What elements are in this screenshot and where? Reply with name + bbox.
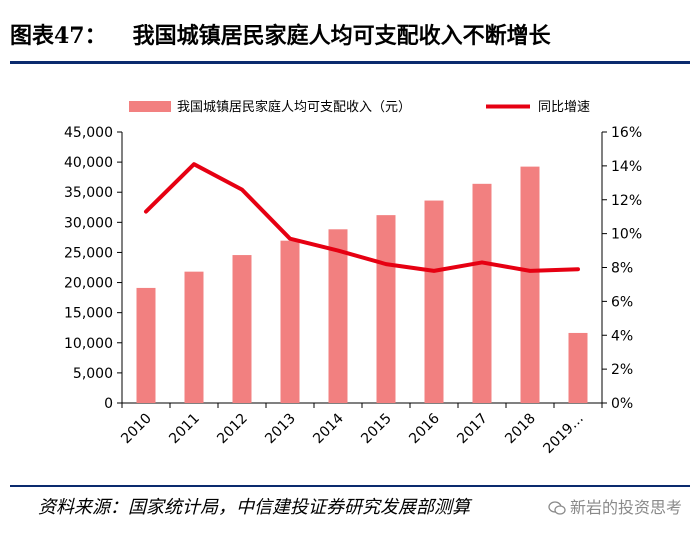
- x-tick-label: 2017: [454, 411, 491, 448]
- y-right-tick-label: 12%: [611, 193, 642, 209]
- legend-bar-swatch: [129, 101, 171, 112]
- bar-2010: [136, 287, 156, 403]
- bar-2016: [424, 200, 444, 403]
- x-tick-label: 2015: [358, 411, 395, 448]
- x-tick-label: 2018: [502, 411, 539, 448]
- y-left-tick-label: 45,000: [64, 125, 113, 141]
- chart: 我国城镇居民家庭人均可支配收入（元） 同比增速 0 5,000 10,000 15,0…: [64, 99, 642, 457]
- y-left-tick-label: 35,000: [64, 185, 113, 201]
- watermark-text: 新岩的投资思考: [570, 498, 683, 517]
- bar-2018: [520, 166, 540, 403]
- y-left-tick-label: 25,000: [64, 245, 113, 261]
- bars: [136, 166, 588, 403]
- y-left-tick-label: 15,000: [64, 306, 113, 322]
- y-left-tick-label: 20,000: [64, 276, 113, 292]
- y-left-tick-label: 30,000: [64, 215, 113, 231]
- title-rule: [10, 61, 690, 64]
- x-tick-label: 2011: [166, 411, 203, 448]
- x-tick-label: 2016: [406, 410, 443, 447]
- growth-line: [144, 162, 580, 273]
- x-tick-label: 2014: [310, 410, 347, 447]
- y-right-tick-label: 4%: [611, 328, 633, 344]
- figure-title-text: 我国城镇居民家庭人均可支配收入不断增长: [132, 23, 551, 49]
- y-left-tick-label: 0: [104, 396, 113, 412]
- watermark: 新岩的投资思考: [548, 497, 682, 519]
- y-left-tick-label: 5,000: [73, 366, 113, 382]
- figure-number: 图表47：: [10, 23, 107, 49]
- source-note: 资料来源：国家统计局，中信建投证券研究发展部测算: [38, 497, 470, 518]
- y-right-tick-label: 8%: [611, 261, 633, 277]
- y-right-tick-label: 2%: [611, 362, 633, 378]
- bar-2013: [280, 240, 300, 403]
- y-right-tick-label: 16%: [611, 125, 642, 141]
- x-tick-label: 2010: [118, 411, 155, 448]
- bar-2019: [568, 332, 588, 403]
- y-left-tick-label: 10,000: [64, 336, 113, 352]
- y-right-tick-label: 6%: [611, 294, 633, 310]
- x-tick-label: 2019…: [540, 411, 586, 457]
- growth-series-line: [144, 162, 580, 273]
- y-left-tick-label: 40,000: [64, 155, 113, 171]
- x-tick-label: 2013: [262, 411, 299, 448]
- bar-2014: [328, 229, 348, 403]
- legend: 我国城镇居民家庭人均可支配收入（元） 同比增速: [129, 99, 590, 115]
- figure-title: 图表47： 我国城镇居民家庭人均可支配收入不断增长: [10, 22, 690, 50]
- y-right-tick-label: 10%: [611, 227, 642, 243]
- y-right-tick-label: 14%: [611, 159, 642, 175]
- bar-2011: [184, 271, 204, 403]
- footer-rule: [10, 485, 690, 487]
- bar-2012: [232, 255, 252, 403]
- legend-line-label: 同比增速: [538, 100, 590, 115]
- bar-2015: [376, 215, 396, 403]
- y-right-tick-label: 0%: [611, 396, 633, 412]
- legend-bar-label: 我国城镇居民家庭人均可支配收入（元）: [177, 99, 411, 115]
- x-tick-label: 2012: [214, 411, 251, 448]
- wechat-icon: [548, 501, 566, 515]
- bar-2017: [472, 183, 492, 403]
